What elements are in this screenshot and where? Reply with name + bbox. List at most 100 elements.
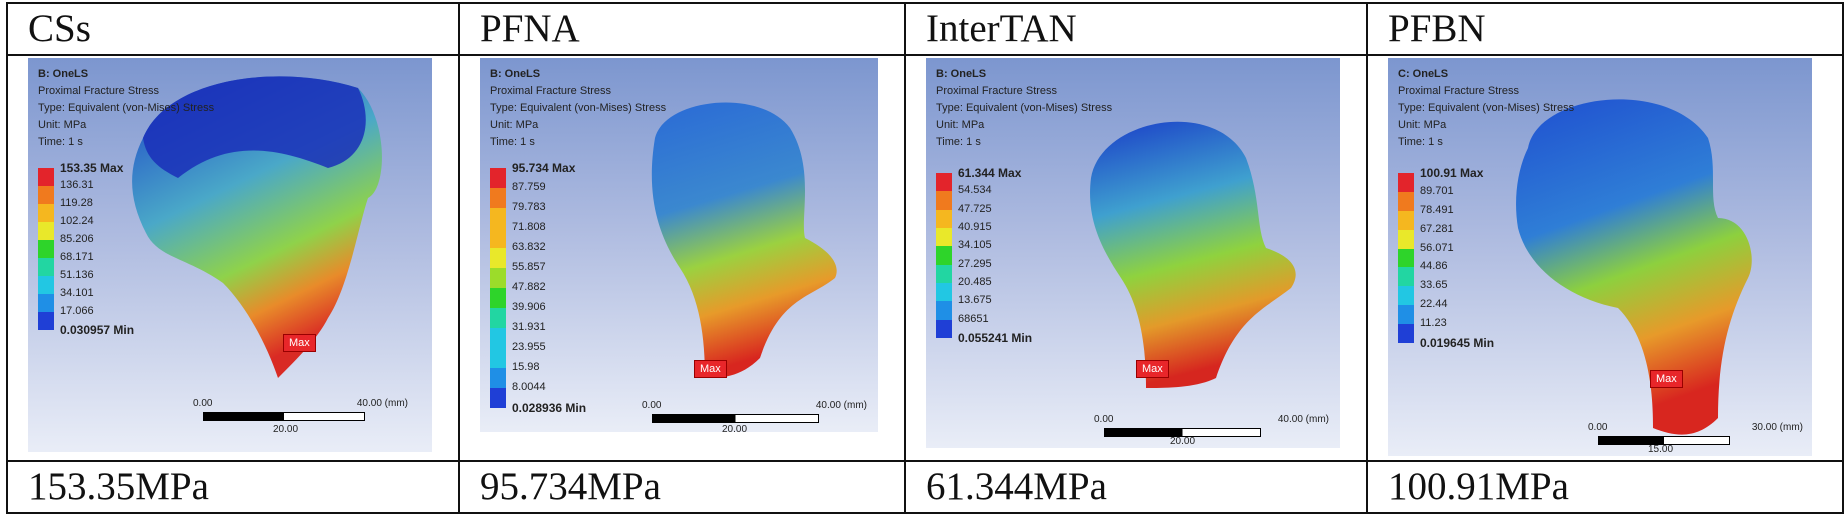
legend-label: 15.98 xyxy=(512,361,540,373)
legend-label: 33.65 xyxy=(1420,279,1448,292)
scale-bar: 0.00 40.00 (mm) 20.00 xyxy=(193,398,408,435)
fea-image-pfbn: C: OneLS Proximal Fracture Stress Type: … xyxy=(1388,58,1812,456)
legend-label: 54.534 xyxy=(958,184,992,197)
fea-image-pfna: B: OneLS Proximal Fracture Stress Type: … xyxy=(480,58,878,432)
image-row: B: OneLS Proximal Fracture Stress Type: … xyxy=(6,54,1844,462)
legend-swatch xyxy=(38,168,54,186)
legend-label: 85.206 xyxy=(60,233,94,245)
legend-label: 0.055241 Min xyxy=(958,331,1033,345)
legend-label: 51.136 xyxy=(60,269,94,281)
legend-label: 47.882 xyxy=(512,281,546,293)
legend-swatch xyxy=(490,228,506,248)
column-title-intertan: InterTAN xyxy=(904,2,1368,56)
legend-swatch xyxy=(1398,173,1414,192)
legend-swatch xyxy=(490,268,506,288)
image-cell-pfbn: C: OneLS Proximal Fracture Stress Type: … xyxy=(1366,54,1844,462)
legend-label: 63.832 xyxy=(512,241,546,253)
bone-stress-render xyxy=(651,102,837,379)
legend-label: 40.915 xyxy=(958,221,992,233)
legend-label: 13.675 xyxy=(958,294,992,307)
legend-swatch xyxy=(38,258,54,276)
legend-label: 95.734 Max xyxy=(512,161,576,175)
max-marker: Max xyxy=(1650,370,1683,388)
legend-swatch xyxy=(1398,191,1414,211)
bone-stress-render xyxy=(1090,121,1296,389)
legend-label: 8.0044 xyxy=(512,381,546,393)
legend-label: 119.28 xyxy=(60,197,93,209)
legend-swatch xyxy=(490,308,506,328)
scale-bar: 0.00 40.00 (mm) 20.00 xyxy=(642,400,867,432)
legend-swatch xyxy=(38,312,54,330)
legend-swatch xyxy=(1398,267,1414,287)
legend-label: 79.783 xyxy=(512,201,546,213)
column-title-css: CSs xyxy=(6,2,460,56)
legend-label: 153.35 Max xyxy=(60,161,124,175)
result-header: C: OneLS Proximal Fracture Stress Type: … xyxy=(1398,68,1575,148)
legend-label: 23.955 xyxy=(512,341,546,353)
legend-swatch xyxy=(490,288,506,308)
max-stress-pfbn: 100.91MPa xyxy=(1366,460,1844,514)
max-marker: Max xyxy=(1136,360,1169,378)
legend-swatch xyxy=(936,191,952,210)
legend-swatch xyxy=(38,222,54,240)
max-stress-pfna: 95.734MPa xyxy=(458,460,906,514)
legend-swatch xyxy=(490,368,506,388)
legend-label: 102.24 xyxy=(60,215,94,227)
legend-swatch xyxy=(1398,305,1414,325)
legend-label: 56.071 xyxy=(1420,241,1454,254)
legend-swatch xyxy=(936,209,952,228)
legend-label: 47.725 xyxy=(958,202,992,215)
legend-swatch xyxy=(490,348,506,368)
legend-label: 34.105 xyxy=(958,239,992,252)
result-header: B: OneLS Proximal Fracture Stress Type: … xyxy=(38,68,215,148)
legend-swatch xyxy=(490,328,506,348)
max-stress-css: 153.35MPa xyxy=(6,460,460,514)
legend-label: 39.906 xyxy=(512,301,546,313)
legend-label: 67.281 xyxy=(1420,222,1454,235)
legend-label: 27.295 xyxy=(958,257,992,270)
legend-label: 22.44 xyxy=(1420,298,1448,311)
legend-swatch xyxy=(936,319,952,338)
result-header: B: OneLS Proximal Fracture Stress Type: … xyxy=(490,68,667,148)
value-row: 153.35MPa 95.734MPa 61.344MPa 100.91MPa xyxy=(6,460,1844,514)
scale-bar: 0.00 40.00 (mm) 20.00 xyxy=(1094,414,1329,447)
legend-label: 71.808 xyxy=(512,221,546,233)
legend-label: 61.344 Max xyxy=(958,166,1022,180)
legend-swatch xyxy=(1398,248,1414,268)
legend-swatch xyxy=(936,228,952,247)
legend-swatch xyxy=(490,188,506,208)
legend-swatch xyxy=(936,264,952,283)
legend-swatch xyxy=(38,186,54,204)
legend-label: 55.857 xyxy=(512,261,546,273)
legend-swatch xyxy=(38,240,54,258)
legend-swatch xyxy=(1398,210,1414,230)
image-cell-pfna: B: OneLS Proximal Fracture Stress Type: … xyxy=(458,54,906,462)
column-title-pfna: PFNA xyxy=(458,2,906,56)
bone-stress-render xyxy=(132,76,382,378)
legend-label: 78.491 xyxy=(1420,203,1454,216)
legend-swatch xyxy=(490,248,506,268)
image-cell-intertan: B: OneLS Proximal Fracture Stress Type: … xyxy=(904,54,1368,462)
bone-stress-render xyxy=(1516,99,1752,435)
legend-swatch xyxy=(490,208,506,228)
legend-label: 68.171 xyxy=(60,251,94,263)
max-marker: Max xyxy=(283,334,316,352)
legend-swatch xyxy=(490,168,506,188)
legend-swatch xyxy=(38,204,54,222)
scale-bar: 0.00 30.00 (mm) 15.00 xyxy=(1588,422,1803,455)
legend-swatch xyxy=(490,388,506,408)
legend-label: 100.91 Max xyxy=(1420,166,1484,180)
legend-label: 87.759 xyxy=(512,181,546,193)
legend-label: 0.030957 Min xyxy=(60,323,135,337)
legend-swatch xyxy=(38,276,54,294)
legend-label: 31.931 xyxy=(512,321,546,333)
legend-swatch xyxy=(1398,324,1414,343)
result-header: B: OneLS Proximal Fracture Stress Type: … xyxy=(936,68,1113,148)
legend-label: 89.701 xyxy=(1420,184,1454,197)
legend-label: 34.101 xyxy=(60,287,94,299)
legend-swatch xyxy=(38,294,54,312)
legend-swatch xyxy=(1398,286,1414,306)
legend-swatch xyxy=(936,173,952,192)
legend-label: 0.028936 Min xyxy=(512,401,587,415)
max-stress-intertan: 61.344MPa xyxy=(904,460,1368,514)
